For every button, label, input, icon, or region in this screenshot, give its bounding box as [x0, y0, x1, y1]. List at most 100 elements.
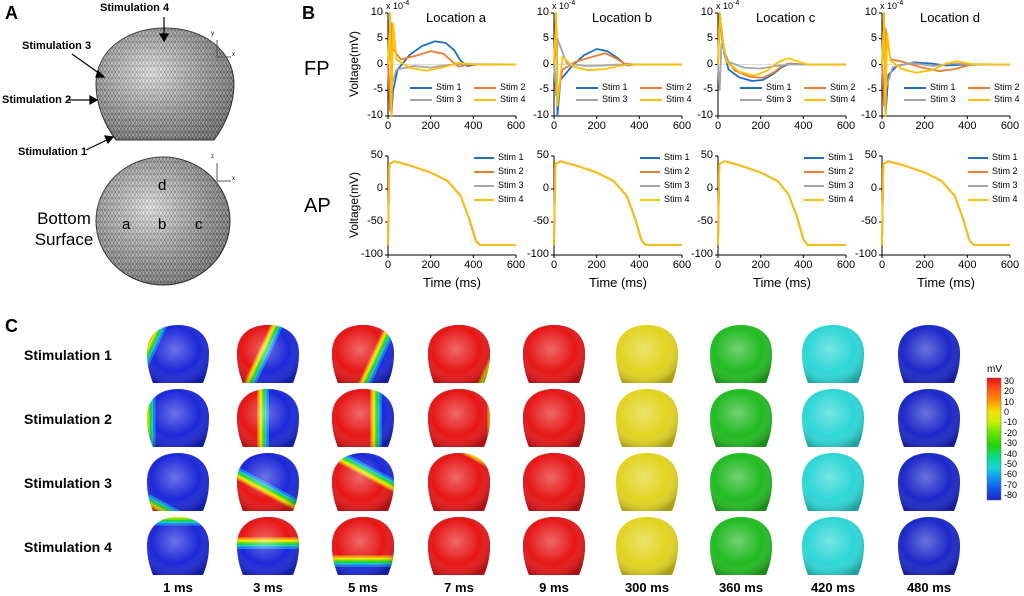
series-line-2 — [387, 160, 516, 247]
legend-label: Stim 4 — [830, 94, 856, 104]
y-tick-label: 0 — [870, 182, 877, 194]
series-line-4 — [387, 160, 516, 247]
wave-band — [118, 514, 238, 516]
y-axis-label: Voltage(mV) — [347, 30, 361, 97]
colorbar-tick-label: -40 — [1004, 448, 1018, 459]
sphere-shading — [710, 389, 772, 447]
time-label: 1 ms — [163, 580, 193, 595]
colorbar-tick-label: 10 — [1004, 396, 1015, 407]
y-tick-label: -100 — [360, 248, 383, 260]
colorbar-tick-label: -80 — [1004, 490, 1018, 500]
location-letter-b: b — [158, 216, 167, 233]
chart-fp-2 — [551, 12, 683, 119]
x-tick-label: 600 — [672, 120, 692, 132]
series-line-3 — [553, 160, 682, 247]
legend-label: Stim 1 — [828, 152, 854, 162]
chart-fp-3 — [715, 12, 847, 119]
wave-band — [605, 360, 607, 480]
heart-sphere — [616, 453, 678, 511]
sphere-shading — [616, 453, 678, 511]
legend-label: Stim 3 — [664, 180, 690, 190]
mesh-sphere-bottom — [95, 156, 231, 286]
series-line-1 — [553, 160, 682, 247]
heart-sphere — [147, 453, 209, 511]
wave-band — [602, 360, 604, 480]
colorbar-tick-label: -20 — [1004, 427, 1018, 438]
x-tick-label: 0 — [384, 120, 392, 132]
y-axis-label: Voltage(mV) — [347, 171, 361, 238]
sphere-shading — [802, 325, 864, 383]
heart-sphere — [710, 389, 772, 447]
wave-band — [144, 360, 146, 480]
y-tick-label: -100 — [526, 248, 549, 260]
series-line-4 — [553, 12, 682, 107]
panel-c-spheres — [118, 325, 960, 575]
series-line-1 — [881, 160, 1010, 247]
x-tick-label: 200 — [915, 259, 934, 271]
chart-title: Location d — [920, 10, 980, 25]
location-letter-a: a — [122, 216, 131, 233]
series-line-3 — [717, 43, 846, 92]
series-line-2 — [881, 160, 1010, 247]
legend-label: Stim 3 — [602, 94, 628, 104]
y-tick-label: 0 — [706, 57, 713, 70]
legend-label: Stim 4 — [992, 194, 1018, 204]
heart-sphere — [898, 453, 960, 511]
bottom-surface-label: Bottom Surface — [28, 208, 100, 250]
heart-sphere — [802, 453, 864, 511]
x-tick-label: 400 — [464, 259, 483, 271]
series-line-4 — [717, 160, 846, 247]
sphere-shading — [802, 517, 864, 575]
legend-label: Stim 4 — [664, 194, 690, 204]
legend-label: Stim 1 — [766, 82, 792, 92]
mesh-sphere-top — [95, 27, 235, 141]
time-label: 420 ms — [810, 580, 856, 595]
y-tick-label: -10 — [533, 109, 549, 121]
y-tick-label: 5 — [542, 31, 549, 44]
y-tick-label: 0 — [870, 57, 877, 70]
x-tick-label: 600 — [1000, 120, 1020, 132]
legend-label: Stim 2 — [500, 82, 526, 92]
sphere-shading — [332, 453, 394, 511]
legend-label: Stim 3 — [436, 94, 462, 104]
stim-label-2: Stimulation 2 — [2, 94, 72, 106]
legend-label: Stim 1 — [436, 82, 462, 92]
x-tick-label: 0 — [384, 259, 392, 271]
y-tick-label: -5 — [867, 83, 877, 96]
sphere-shading — [332, 517, 394, 575]
y-tick-label: 5 — [376, 31, 383, 44]
y-tick-label: -5 — [703, 83, 713, 96]
x-tick-label: 200 — [751, 259, 770, 271]
wave-band — [600, 360, 602, 480]
x-tick-label: 600 — [506, 259, 526, 271]
legend-label: Stim 4 — [498, 194, 524, 204]
x-tick-label: 400 — [630, 120, 649, 132]
y-tick-label: 10 — [700, 6, 713, 18]
y-tick-label: 5 — [870, 31, 877, 44]
y-tick-label: 50 — [370, 149, 383, 161]
x-tick-label: 200 — [751, 120, 770, 132]
y-tick-label: 10 — [536, 6, 549, 18]
axis-glyph-top — [216, 40, 231, 58]
colorbar-tick-label: 30 — [1004, 376, 1015, 386]
axis-z-label: z — [211, 154, 214, 160]
series-line-3 — [717, 160, 846, 247]
x-tick-label: 0 — [878, 259, 886, 271]
sphere-shading — [898, 389, 960, 447]
stim-arrows — [68, 17, 170, 151]
y-tick-label: 50 — [864, 149, 877, 161]
y-tick-label: -5 — [539, 83, 549, 96]
heart-sphere — [802, 325, 864, 383]
row-label-ap: AP — [304, 195, 331, 217]
sphere-shading — [523, 453, 585, 511]
location-letter-c: c — [195, 216, 203, 233]
stim-label-1: Stimulation 1 — [18, 146, 88, 158]
sphere-shading — [802, 453, 864, 511]
series-line-2 — [553, 160, 682, 247]
heart-sphere — [898, 517, 960, 575]
chart-title: Location a — [426, 10, 486, 25]
sphere-shading — [428, 453, 490, 511]
sphere-shading — [332, 325, 394, 383]
time-label: 300 ms — [624, 580, 670, 595]
